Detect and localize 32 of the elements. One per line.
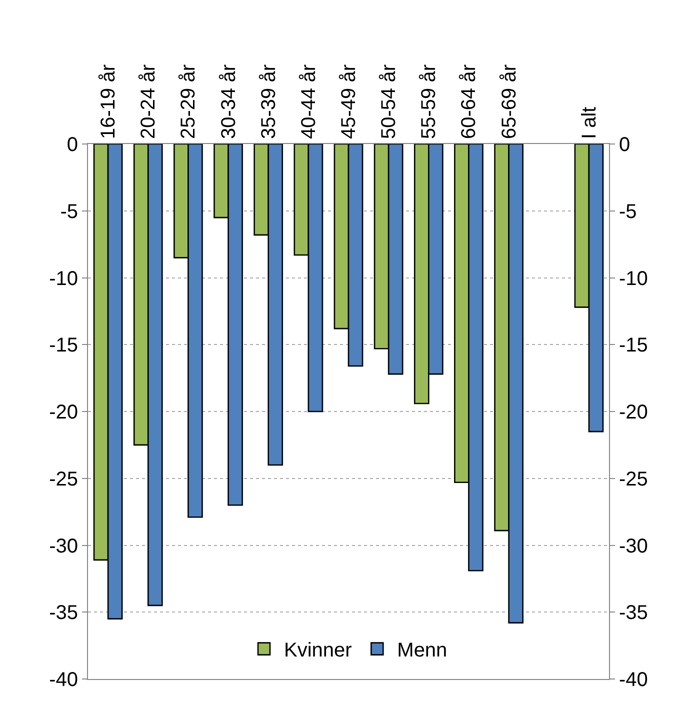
y-tick-label: -35 [49,602,78,624]
x-tick-label: 60-64 år [458,64,480,139]
y2-tick-label: 0 [619,134,630,156]
y-tick-label: -15 [49,334,78,357]
y-tick-label: -5 [60,200,78,223]
y-tick-label: -40 [49,669,78,691]
y2-tick-label: -15 [619,334,648,357]
x-tick-label: 50-54 år [378,64,400,139]
y2-tick-label: -10 [619,268,648,290]
y-tick-label: -20 [49,402,78,424]
x-tick-label: 30-34 år [218,64,240,139]
x-tick-label: 20-24 år [138,64,160,139]
y-tick-label: 0 [66,134,78,156]
y2-tick-label: -40 [619,669,648,691]
x-tick-label: 25-29 år [178,64,200,139]
x-tick-label: 35-39 år [258,64,280,139]
y-tick-label: -25 [49,468,78,490]
y2-tick-label: -20 [619,402,648,424]
y2-tick-label: -25 [619,468,648,490]
x-tick-label: 40-44 år [298,64,320,139]
x-tick-label: 16-19 år [98,64,120,139]
x-tick-label: 55-59 år [418,64,440,139]
y2-tick-label: -30 [619,535,648,558]
legend-label: Kvinner [284,640,352,662]
x-tick-label: 65-69 år [498,64,520,139]
y2-tick-label: -35 [619,602,648,624]
y-tick-label: -30 [49,535,78,558]
y2-tick-label: -5 [619,200,637,223]
x-tick-label: 45-49 år [338,64,360,139]
y-tick-label: -10 [49,268,78,290]
legend-label: Menn [397,640,448,662]
x-tick-label: I alt [578,106,600,139]
